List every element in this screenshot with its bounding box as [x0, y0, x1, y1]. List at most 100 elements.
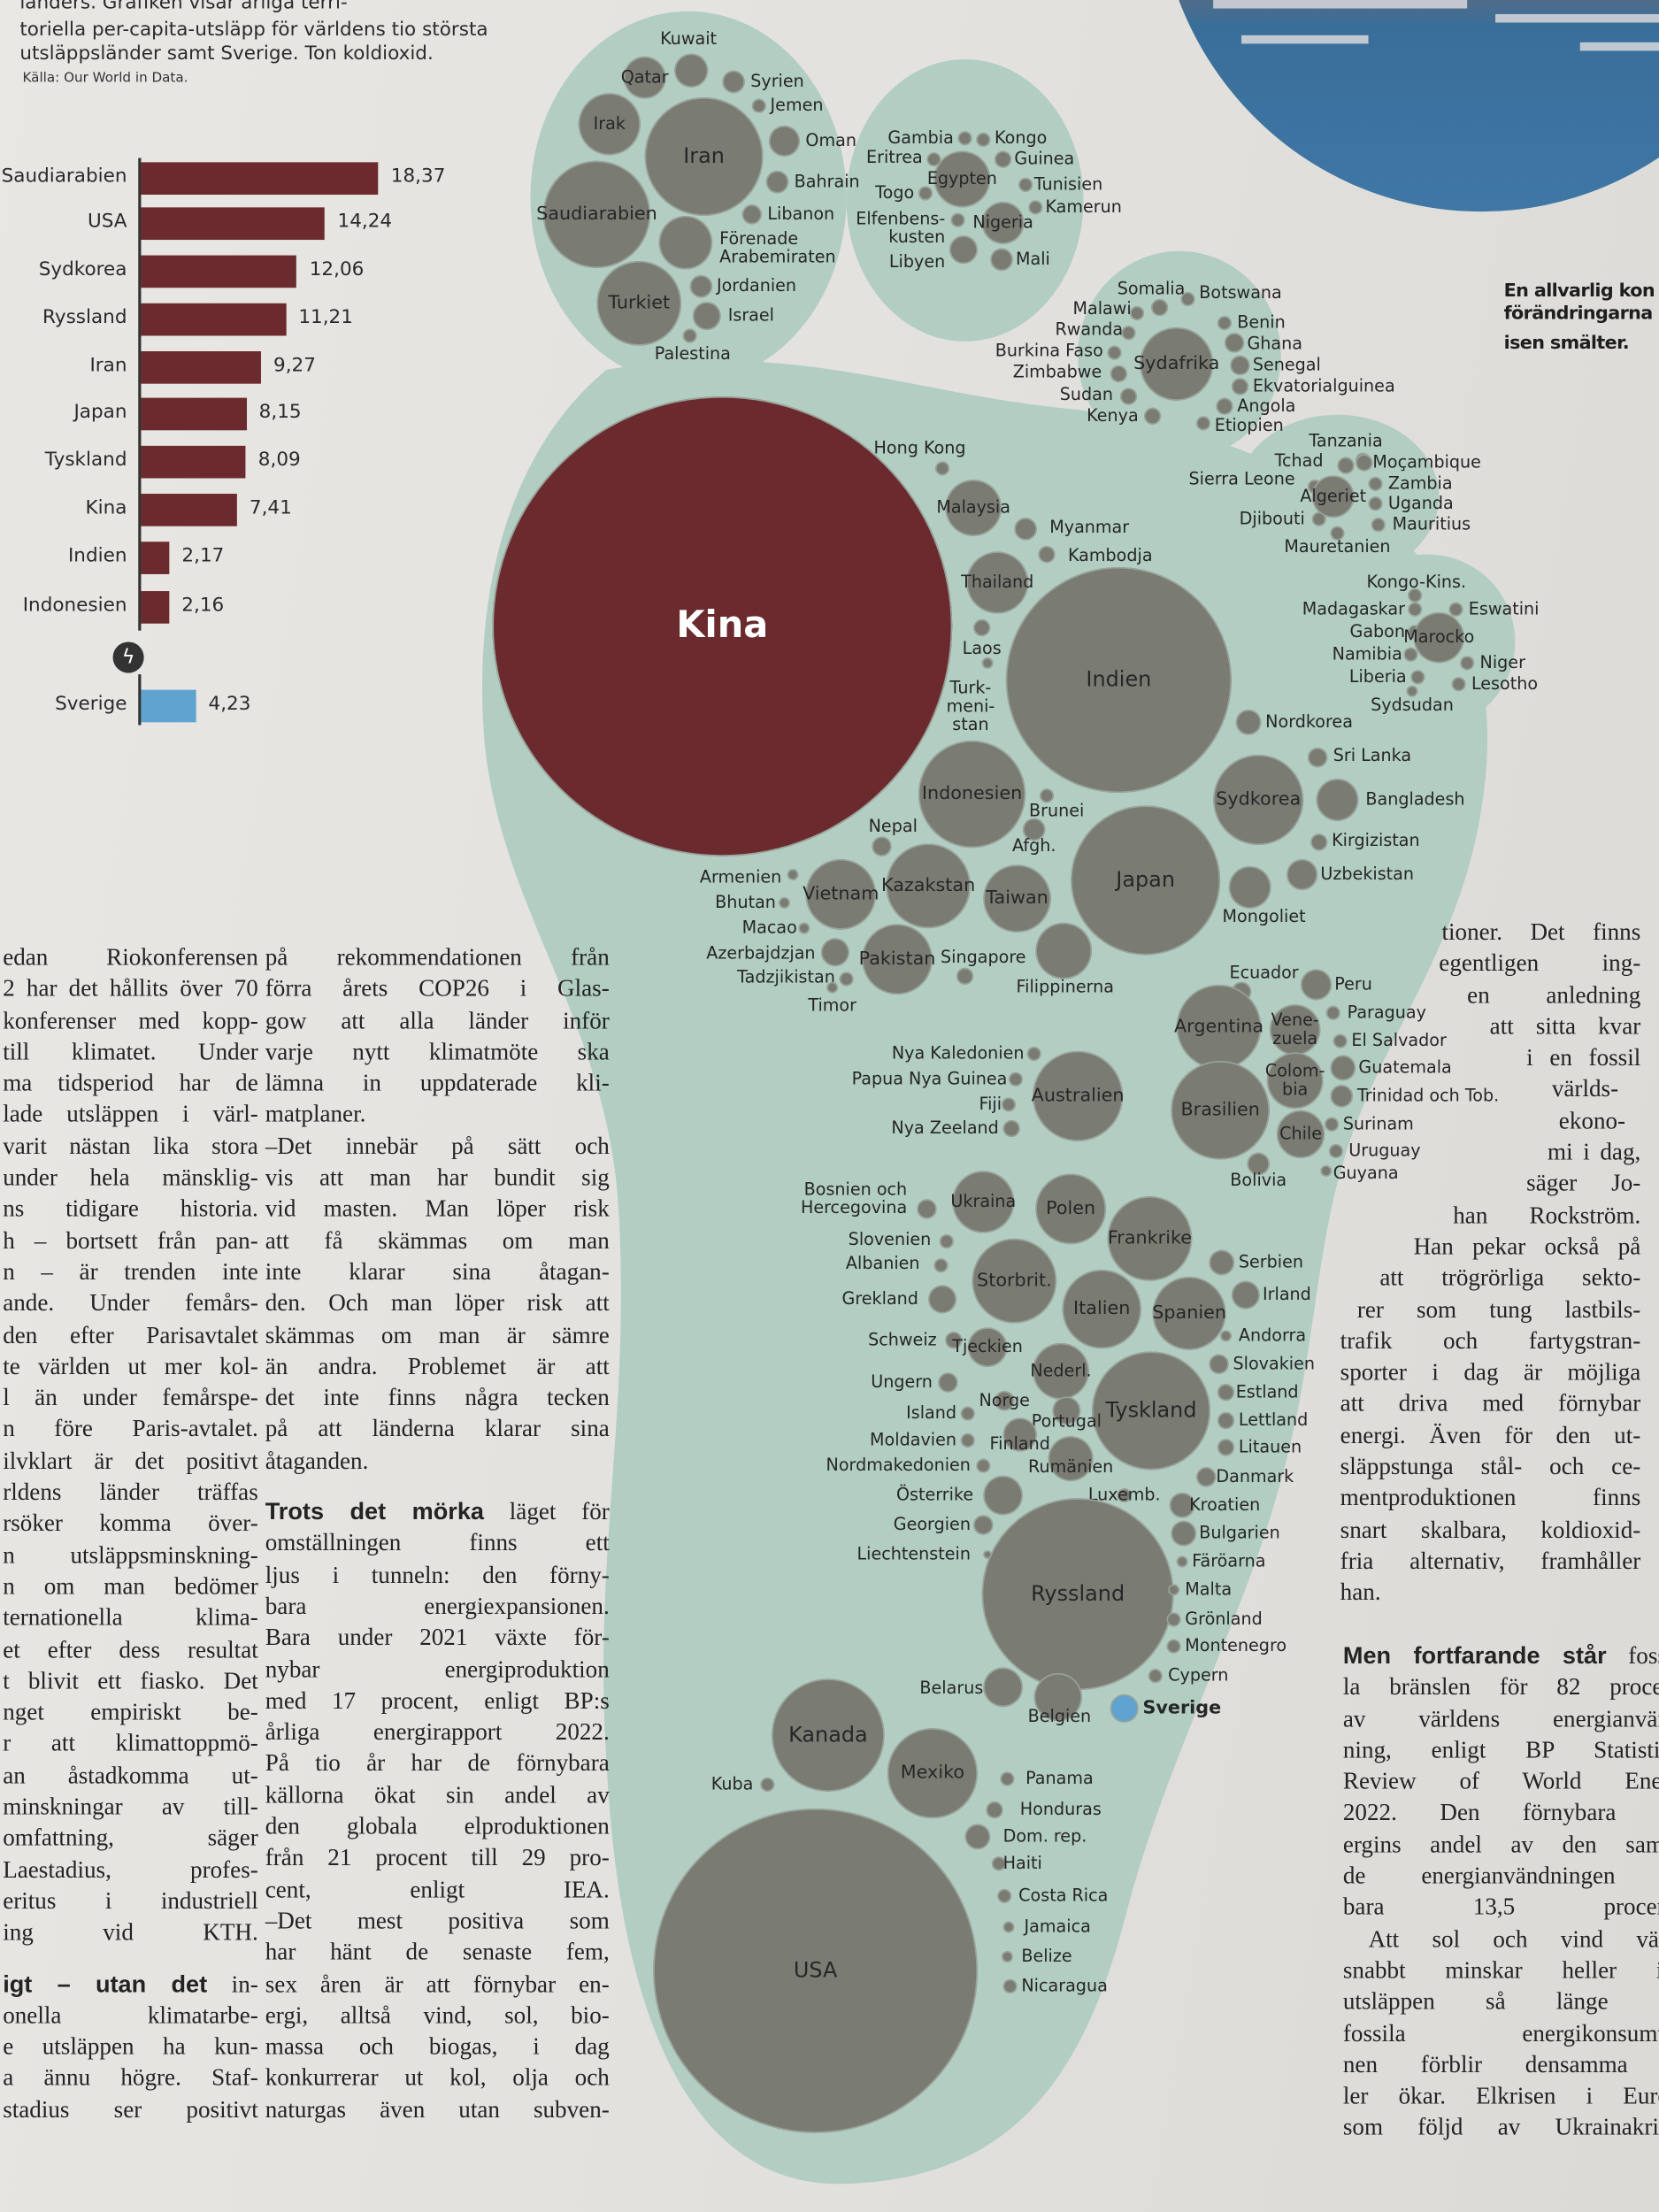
bubble-kongo-kins-: [1408, 588, 1423, 603]
article-line: stadius ser positivt: [3, 2095, 258, 2124]
article-line: sporter i dag är möjliga: [1340, 1358, 1641, 1386]
bubble-label-ghana: Ghana: [1247, 334, 1302, 354]
bubble-label-dom-rep-: Dom. rep.: [1002, 1825, 1087, 1847]
article-line: Laestadius, profes-: [3, 1855, 258, 1883]
bubble-indien: [1005, 566, 1232, 794]
bubble-label-brasilien: Brasilien: [1180, 1099, 1260, 1121]
bubble-el-salvador: [1333, 1033, 1348, 1048]
article-line: under hela mänsklig-: [3, 1164, 258, 1191]
bubble-label-brunei: Brunei: [1029, 800, 1085, 821]
bubble-label-libanon: Libanon: [767, 204, 835, 224]
bubble-label-portugal: Portugal: [1031, 1411, 1102, 1432]
article-line: till klimatet. Under: [3, 1038, 258, 1065]
article-line: sex åren är att förnybar en-: [265, 1970, 610, 1997]
article-line: et efter dess resultat: [3, 1635, 258, 1663]
bubble-nordmakedonien: [976, 1458, 991, 1473]
bar-label: Tyskland: [44, 449, 127, 472]
article-text: in-: [207, 1970, 258, 1997]
article-line: la bränslen för 82 procent: [1342, 1673, 1659, 1701]
bar-value-label: 18,37: [390, 165, 446, 188]
bubble-nicaragua: [1002, 1978, 1018, 1993]
article-line: ma tidsperiod har de: [3, 1069, 258, 1097]
bubble-bahrain: [765, 170, 789, 194]
bubble-label-nigeria: Nigeria: [972, 211, 1033, 233]
article-line: n utsläppsminskning-: [3, 1541, 258, 1569]
bubble-egypten: [933, 150, 991, 208]
bubble-mauretanien: [1330, 526, 1345, 541]
bubble-label-mali: Mali: [1015, 249, 1050, 269]
bubble-bangladesh: [1316, 779, 1359, 821]
bubble-label-turk-meni-stan: Turk- meni- stan: [946, 678, 995, 734]
bubble-serbien: [1209, 1249, 1235, 1276]
bubble-label-lettland: Lettland: [1238, 1409, 1309, 1430]
article-line: Trots det mörka läget för: [265, 1497, 610, 1529]
bubble-sri-lanka: [1308, 748, 1328, 768]
bubble-label-belarus: Belarus: [919, 1678, 984, 1698]
article-text: läget för: [484, 1498, 610, 1525]
bubble-label-gambia: Gambia: [887, 127, 954, 148]
bubble-djibouti: [1311, 511, 1326, 526]
article-line: på att länderna klarar sina: [265, 1415, 610, 1443]
bubble-label-mexiko: Mexiko: [900, 1763, 965, 1785]
article-column-1: edan Riokonferensen 2 har det hållits öve…: [3, 942, 258, 2126]
bubble-label-uganda: Uganda: [1387, 493, 1454, 513]
bubble-bolivia: [1247, 1152, 1270, 1176]
bar: [141, 397, 247, 431]
bubble-syrien: [722, 70, 745, 94]
bubble-macao: [798, 922, 810, 934]
bubble-label-nederl-: Nederl.: [1030, 1360, 1092, 1381]
bubble-mali: [990, 248, 1013, 272]
bubble-algeriet: [1311, 475, 1355, 518]
intro-line: länders. Grafiken visar årliga terri-: [19, 0, 348, 14]
article-line: snart skalbara, koldioxid-: [1340, 1516, 1641, 1543]
bubble-sydkorea: [1213, 755, 1304, 846]
bubble-label-surinam: Surinam: [1342, 1113, 1414, 1134]
bubble-label-jordanien: Jordanien: [716, 275, 797, 296]
photo-caption: förändringarna: [1503, 303, 1654, 325]
bubble-australien: [1033, 1050, 1124, 1141]
intro-line: toriella per-capita-utsläpp för världens…: [19, 18, 488, 42]
article-line: som följd av Ukrainakrige: [1342, 2114, 1659, 2141]
bubble-label-togo: Togo: [875, 182, 915, 203]
bubble-label-peru: Peru: [1334, 973, 1372, 995]
article-lead-in: igt – utan det: [3, 1970, 208, 1997]
bubble-kazakstan: [886, 843, 971, 929]
bubble-label-singapore: Singapore: [941, 947, 1026, 967]
article-line: utsläppen så länge de: [1342, 1987, 1659, 2016]
bubble-label-slovenien: Slovenien: [848, 1229, 932, 1249]
bubble-label-qatar: Qatar: [620, 66, 669, 88]
bubble-trinidad-och-tob-: [1330, 1085, 1354, 1108]
article-line: ljus i tunneln: den förny-: [265, 1561, 610, 1588]
bubble-label-malta: Malta: [1185, 1578, 1233, 1600]
bubble-luxemb-: [1117, 1488, 1132, 1503]
article-line: ning, enligt BP Statistica: [1342, 1736, 1659, 1763]
bubble-burkina-faso: [1107, 345, 1122, 360]
article-line: en anledning: [1467, 981, 1641, 1009]
bubble-label-senegal: Senegal: [1252, 354, 1321, 375]
bubble-finland: [1002, 1417, 1037, 1452]
bubble-label-andorra: Andorra: [1238, 1325, 1307, 1346]
bubble-guyana: [1320, 1164, 1333, 1177]
article-line: omställningen finns ett: [265, 1529, 610, 1557]
bubble-label-tyskland: Tyskland: [1105, 1397, 1197, 1423]
bubble-label-panama: Panama: [1025, 1768, 1094, 1788]
bubble-label-timor: Timor: [808, 995, 857, 1016]
bar-label: USA: [87, 210, 127, 234]
bubble-uzbekistan: [1286, 858, 1318, 891]
bubble-label-litauen: Litauen: [1238, 1436, 1302, 1457]
bubble-surinam: [1325, 1117, 1340, 1132]
bubble-label-tanzania: Tanzania: [1309, 431, 1383, 451]
bubble-hong-kong: [935, 461, 950, 476]
article-line: rer som tung lastbils-: [1356, 1295, 1641, 1323]
bubble-label-indonesien: Indonesien: [921, 783, 1023, 805]
article-column-2: på rekommendationen från förra årets COP2…: [265, 942, 610, 2126]
bubble-angola: [1216, 397, 1233, 415]
bubble-brasilien: [1171, 1060, 1270, 1160]
bubble-label-tadzjikistan: Tadzjikistan: [737, 966, 835, 987]
bubble-niger: [1460, 656, 1475, 671]
bubble-label-gabon: Gabon: [1349, 621, 1406, 641]
bubble-taiwan: [983, 864, 1051, 933]
bubble-label-irland: Irland: [1262, 1284, 1311, 1305]
bubble-label-sudan: Sudan: [1059, 384, 1113, 404]
bubble-thailand: [966, 551, 1029, 614]
